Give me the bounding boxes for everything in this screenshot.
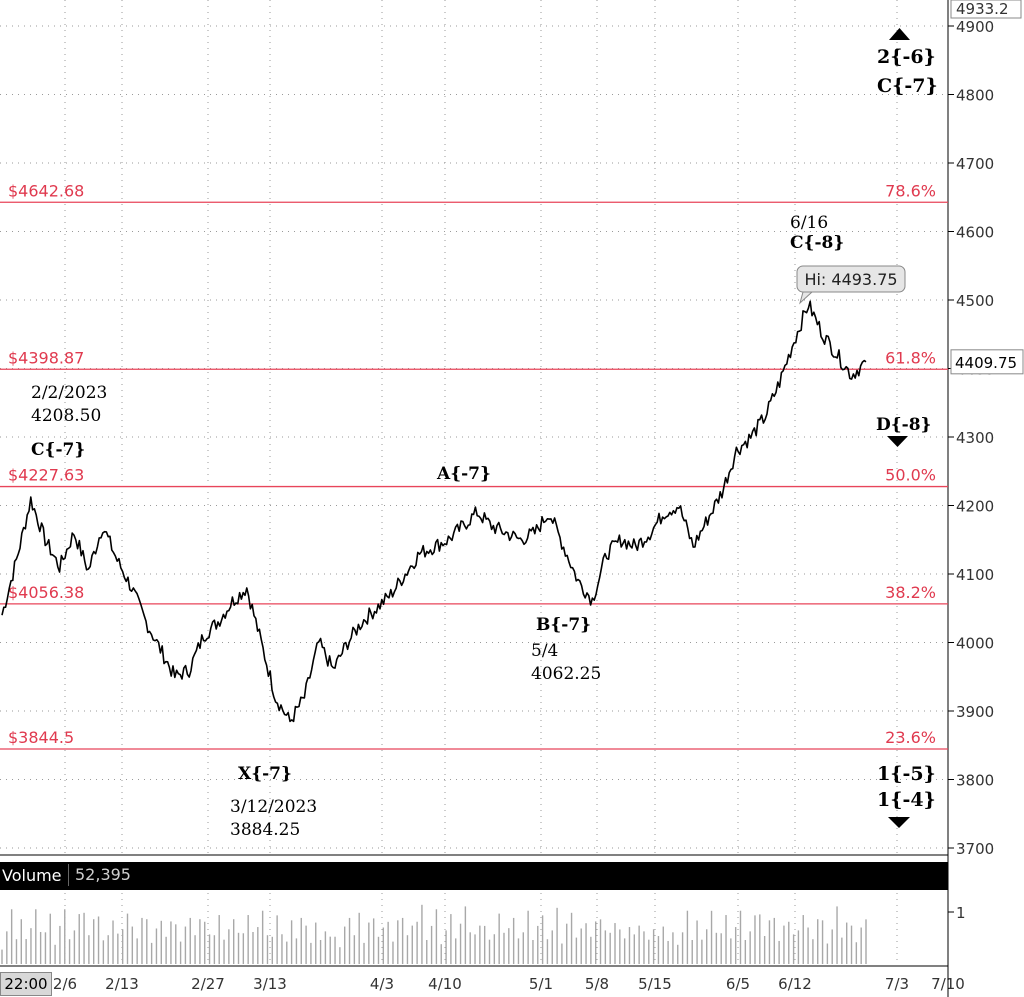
wave-annotation: 2/2/2023: [31, 383, 107, 403]
y-tick-label: 4000: [956, 635, 994, 653]
y-tick-label: 4300: [956, 429, 994, 447]
wave-annotation: B{-7}: [536, 615, 591, 635]
fib-price-label: $3844.5: [8, 728, 74, 747]
wave-annotation: C{-7}: [31, 440, 85, 460]
wave-annotation: A{-7}: [436, 464, 491, 484]
fib-price-label: $4227.63: [8, 466, 84, 485]
x-tick-label: 6/5: [726, 975, 750, 993]
x-tick-label: 5/8: [585, 975, 609, 993]
last-price-box: [950, 349, 1024, 375]
volume-axis-tick: 1: [956, 904, 966, 922]
wave-annotation: D{-8}: [876, 415, 932, 435]
time-label: 22:00: [0, 972, 52, 996]
y-tick-label: 4200: [956, 498, 994, 516]
y-tick-label: 4600: [956, 224, 994, 242]
y-tick-label: 4800: [956, 87, 994, 105]
fib-pct-label: 78.6%: [885, 181, 936, 200]
down-arrow-marker: [887, 436, 908, 447]
wave-annotation: 3/12/2023: [230, 797, 317, 817]
x-tick-label: 4/3: [370, 975, 394, 993]
fib-pct-label: 23.6%: [885, 728, 936, 747]
wave-annotation: C{-8}: [790, 233, 844, 253]
y-tick-label: 3800: [956, 772, 994, 790]
volume-value: 52,395: [68, 864, 135, 886]
hi-callout-box: [796, 265, 906, 293]
wave-annotation: C{-7}: [877, 75, 938, 97]
wave-annotation: 2{-6}: [877, 46, 936, 68]
x-tick-label: 7/3: [885, 975, 909, 993]
x-tick-label: 2/6: [53, 975, 77, 993]
price-series-line: [1, 300, 867, 723]
volume-panel-header: [0, 862, 948, 890]
hi-callout-label: Hi: 4493.75: [804, 270, 897, 289]
last-price-label: 4409.75: [955, 354, 1017, 372]
x-tick-label: 5/1: [529, 975, 553, 993]
y-tick-label: 4900: [956, 18, 994, 36]
wave-annotation: 5/4: [531, 641, 558, 661]
y-tick-label: 3700: [956, 840, 994, 858]
fib-price-label: $4642.68: [8, 181, 84, 200]
hi-callout-pointer: [799, 291, 814, 305]
y-tick-label: 4700: [956, 155, 994, 173]
top-price-label: 4933.2: [956, 0, 1009, 18]
fib-pct-label: 50.0%: [885, 466, 936, 485]
wave-annotation: 4062.25: [531, 664, 601, 684]
wave-annotation: 3884.25: [230, 820, 300, 840]
wave-annotation: X{-7}: [238, 764, 292, 784]
x-tick-label: 2/13: [105, 975, 139, 993]
down-arrow-marker: [888, 817, 910, 828]
x-tick-label: 3/13: [253, 975, 287, 993]
wave-annotation: 1{-4}: [877, 789, 936, 811]
volume-label: Volume: [2, 866, 62, 885]
up-arrow-marker: [889, 28, 910, 40]
y-tick-label: 3900: [956, 703, 994, 721]
top-price-box: [950, 0, 1022, 19]
wave-annotation: 4208.50: [31, 406, 101, 426]
fib-pct-label: 61.8%: [885, 348, 936, 367]
fib-price-label: $4398.87: [8, 348, 84, 367]
fib-price-label: $4056.38: [8, 583, 84, 602]
fib-pct-label: 38.2%: [885, 583, 936, 602]
wave-annotation: 6/16: [790, 213, 828, 233]
x-tick-label: 5/15: [638, 975, 672, 993]
x-tick-label: 6/12: [778, 975, 812, 993]
x-tick-label: 4/10: [428, 975, 462, 993]
y-tick-label: 4500: [956, 292, 994, 310]
wave-annotation: 1{-5}: [877, 763, 936, 785]
y-tick-label: 4100: [956, 566, 994, 584]
x-tick-label: 2/27: [191, 975, 225, 993]
